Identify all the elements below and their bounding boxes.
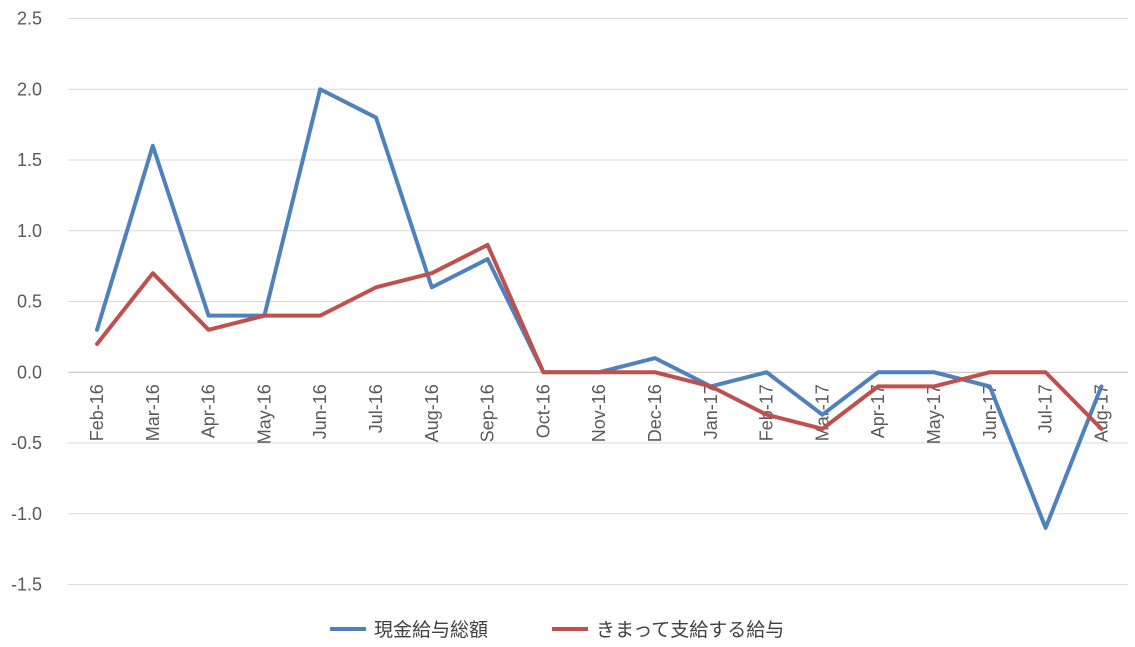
x-tick-label: Jul-17 <box>1036 384 1056 433</box>
x-tick-label: Sep-16 <box>478 384 498 442</box>
x-tick-label: Mar-16 <box>143 384 163 441</box>
x-tick-label: Apr-17 <box>868 384 888 438</box>
y-tick-label: 2.0 <box>17 79 42 99</box>
x-tick-label: Aug-16 <box>422 384 442 442</box>
legend-label: きまって支給する給与 <box>596 619 784 641</box>
series-line-2 <box>95 242 1104 431</box>
y-tick-label: 1.0 <box>17 221 42 241</box>
y-tick-label: -0.5 <box>11 433 42 453</box>
y-tick-label: 0.5 <box>17 292 42 312</box>
x-tick-label: May-16 <box>254 384 274 444</box>
x-tick-label: Apr-16 <box>199 384 219 438</box>
x-tick-label: Dec-16 <box>645 384 665 442</box>
x-tick-label: Nov-16 <box>589 384 609 442</box>
x-tick-label: Oct-16 <box>533 384 553 438</box>
x-tick-label: May-17 <box>924 384 944 444</box>
y-tick-label: 1.5 <box>17 150 42 170</box>
legend: 現金給与総額 きまって支給する給与 <box>330 619 784 641</box>
x-tick-label: Jun-17 <box>980 384 1000 439</box>
x-tick-label: Jun-16 <box>310 384 330 439</box>
x-tick-label: Jan-17 <box>701 384 721 439</box>
legend-label: 現金給与総額 <box>374 619 488 641</box>
y-tick-label: 0.0 <box>17 362 42 382</box>
x-tick-label: Aug-17 <box>1091 384 1111 442</box>
series-line-1 <box>95 87 1104 530</box>
x-tick-label: Jul-16 <box>366 384 386 433</box>
y-tick-label: 2.5 <box>17 9 42 29</box>
x-tick-label: Feb-16 <box>87 384 107 441</box>
y-tick-label: -1.5 <box>11 575 42 595</box>
y-tick-label: -1.0 <box>11 504 42 524</box>
series-lines <box>95 87 1104 530</box>
y-axis-labels: 2.5 2.0 1.5 1.0 0.5 0.0 -0.5 -1.0 -1.5 <box>11 9 42 595</box>
x-axis-labels: Feb-16 Mar-16 Apr-16 May-16 Jun-16 Jul-16 Aug-… <box>87 384 1111 444</box>
gridlines <box>68 18 1128 585</box>
